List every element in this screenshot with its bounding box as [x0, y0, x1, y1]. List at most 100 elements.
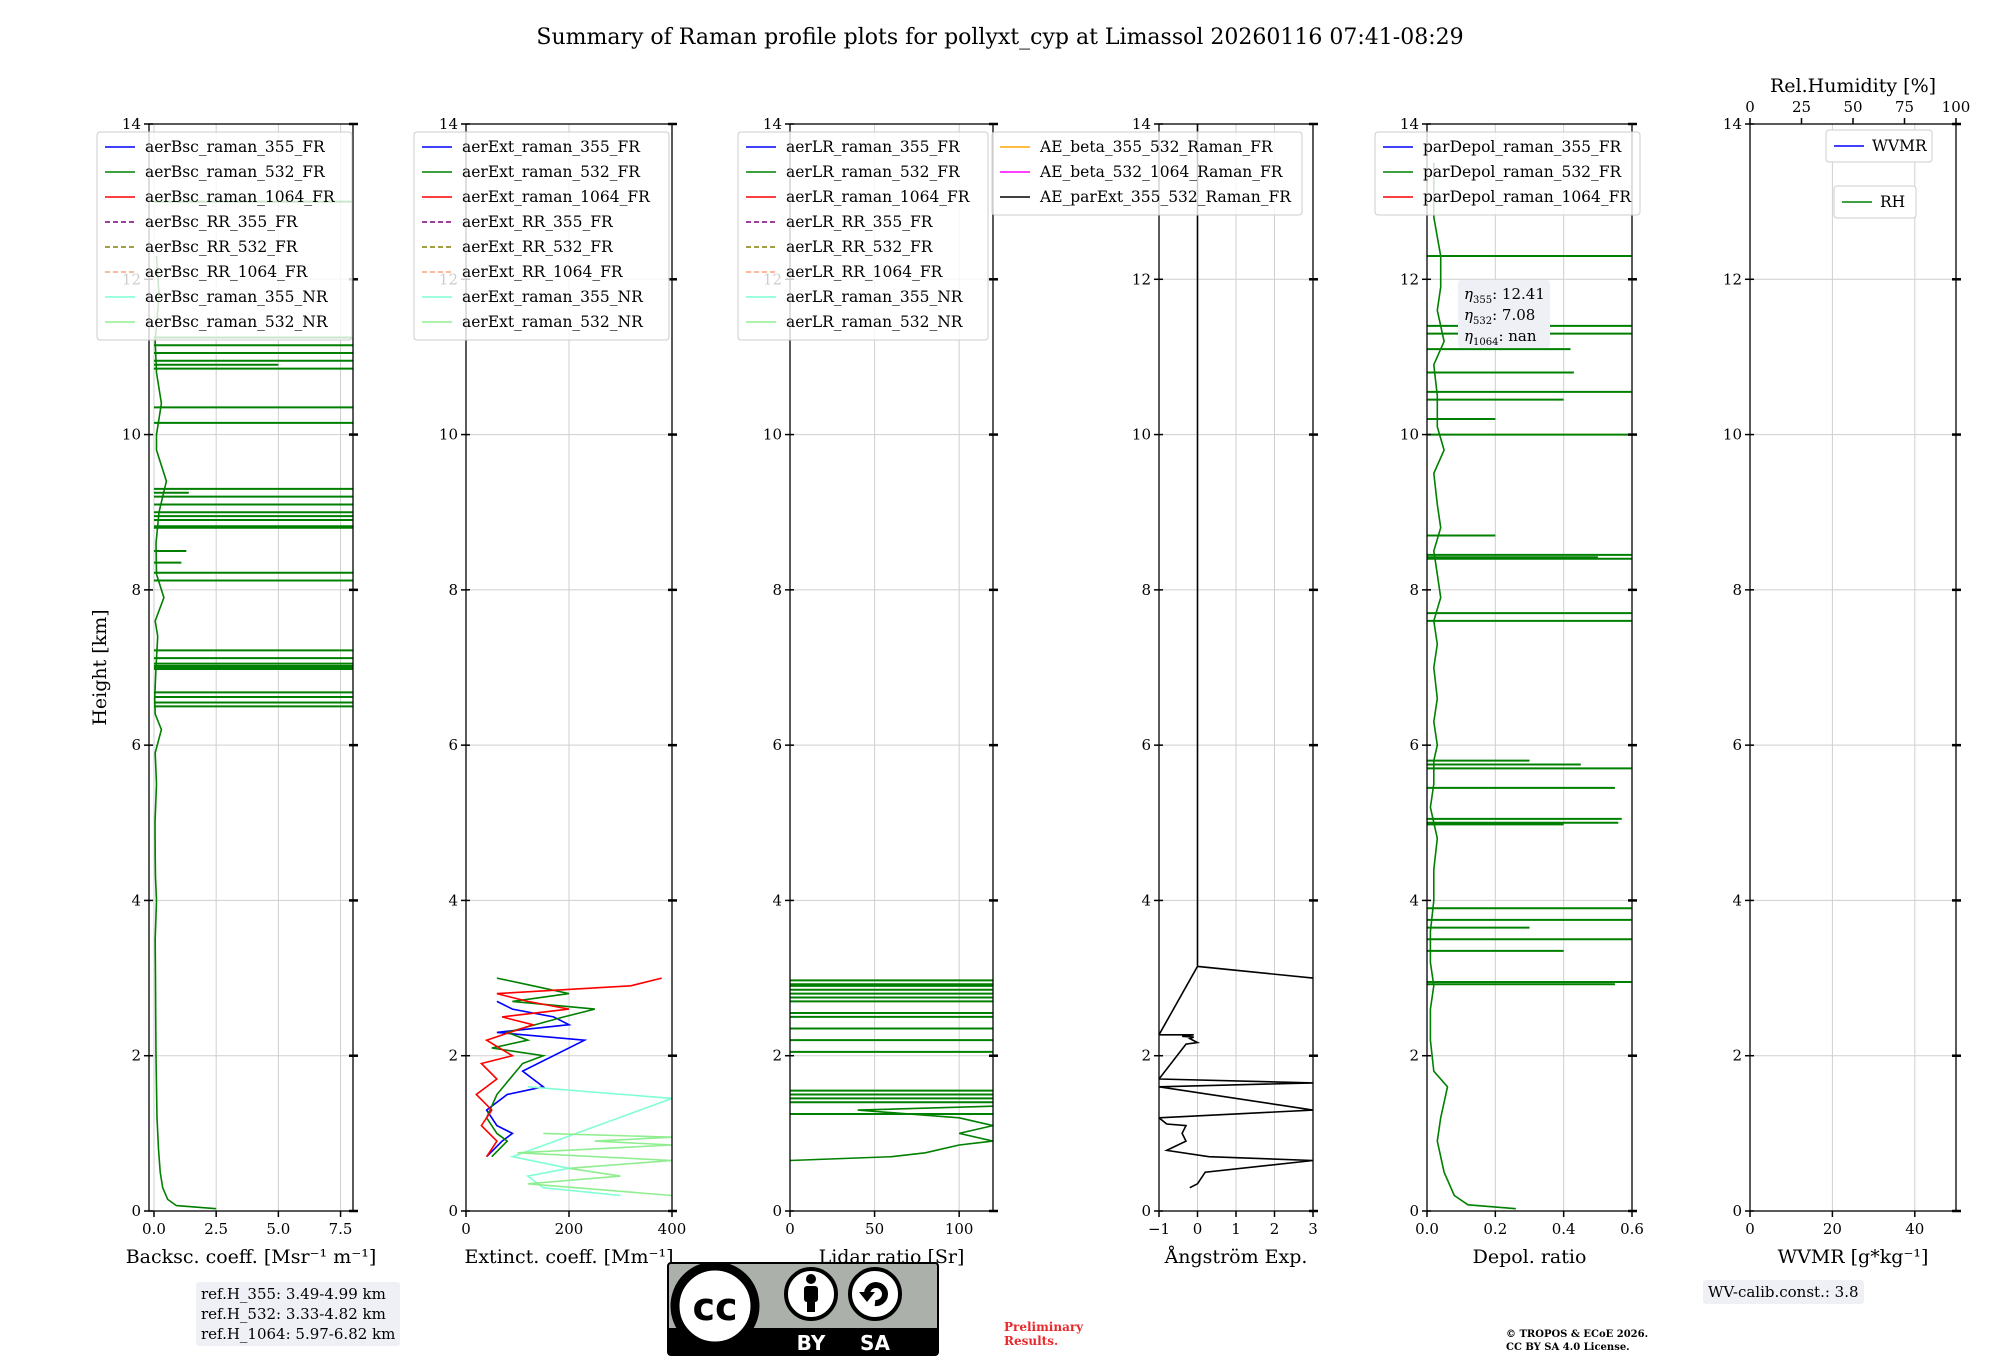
y-tick-label: 0: [1141, 1202, 1151, 1220]
legend-frame: [1374, 131, 1641, 216]
legend-label: aerLR_RR_355_FR: [786, 213, 934, 231]
legend-label: aerLR_RR_1064_FR: [786, 263, 944, 281]
top-x-tick-label: 25: [1792, 98, 1811, 116]
legend-label: aerLR_raman_355_FR: [786, 138, 961, 156]
y-tick-label: 6: [448, 736, 458, 754]
axes-frame: [148, 123, 354, 1212]
y-tick-label: 8: [448, 581, 458, 599]
series-line: [153, 255, 217, 1210]
x-axis-label: Ångström Exp.: [1164, 1246, 1308, 1268]
legend-label: aerBsc_raman_355_FR: [145, 138, 326, 156]
x-tick-label: 0.4: [1552, 1220, 1576, 1238]
legend-label: WVMR: [1872, 137, 1928, 155]
sa-label: SA: [860, 1331, 890, 1355]
y-tick-label: 8: [1732, 581, 1742, 599]
y-tick-label: 10: [1723, 426, 1742, 444]
top-x-axis-label: Rel.Humidity [%]: [1770, 75, 1936, 97]
y-tick-label: 2: [1141, 1047, 1151, 1065]
series-line: [475, 977, 662, 1158]
by-label: BY: [797, 1331, 826, 1355]
x-tick-label: 0: [1193, 1220, 1203, 1238]
copyright-note: © TROPOS & ECoE 2026. CC BY SA 4.0 Licen…: [1506, 1328, 1648, 1354]
preliminary-results-note: Preliminary Results.: [1004, 1320, 1083, 1348]
legend-label: aerLR_raman_532_FR: [786, 163, 961, 181]
x-axis-label: Backsc. coeff. [Msr⁻¹ m⁻¹]: [126, 1246, 377, 1268]
y-tick-label: 4: [772, 891, 782, 909]
legend-label: aerLR_raman_532_NR: [786, 313, 964, 331]
y-tick-label: 4: [1409, 891, 1419, 909]
x-tick-label: 20: [1823, 1220, 1842, 1238]
x-tick-label: 0.0: [142, 1220, 166, 1238]
y-tick-label: 2: [1409, 1047, 1419, 1065]
ref-height-532: ref.H_532: 3.33-4.82 km: [201, 1305, 386, 1323]
y-tick-label: 14: [122, 115, 141, 133]
legend-label: aerBsc_raman_532_FR: [145, 163, 326, 181]
y-tick-label: 10: [763, 426, 782, 444]
legend-label: aerExt_raman_355_FR: [462, 138, 641, 156]
legend-frame: [737, 131, 989, 341]
y-tick-label: 2: [1732, 1047, 1742, 1065]
y-tick-label: 6: [772, 736, 782, 754]
x-tick-label: 0.2: [1483, 1220, 1507, 1238]
x-tick-label: 0: [461, 1220, 471, 1238]
y-tick-label: 6: [1732, 736, 1742, 754]
y-tick-label: 12: [1400, 270, 1419, 288]
y-tick-label: 4: [1732, 891, 1742, 909]
x-tick-label: 3: [1308, 1220, 1318, 1238]
series-group: [790, 979, 993, 1162]
x-tick-label: 0: [785, 1220, 795, 1238]
y-tick-label: 6: [131, 736, 141, 754]
x-axis-label: Extinct. coeff. [Mm⁻¹]: [464, 1246, 673, 1268]
legend-label: aerExt_RR_1064_FR: [462, 263, 624, 281]
preliminary-line1: Preliminary: [1004, 1320, 1084, 1334]
legend-frame: [413, 131, 670, 341]
axes-frame: [1749, 123, 1957, 1212]
series-line: [485, 977, 595, 1158]
legend-frame: [991, 131, 1303, 216]
x-tick-label: 400: [658, 1220, 687, 1238]
legend-label: parDepol_raman_532_FR: [1423, 163, 1623, 181]
y-tick-label: 6: [1141, 736, 1151, 754]
legend-label: AE_beta_532_1064_Raman_FR: [1039, 163, 1284, 181]
ref-height-1064: ref.H_1064: 5.97-6.82 km: [201, 1325, 396, 1343]
y-tick-label: 2: [772, 1047, 782, 1065]
legend-rh: RH: [1833, 185, 1917, 219]
by-icon: [784, 1267, 838, 1321]
y-tick-label: 10: [122, 426, 141, 444]
y-tick-label: 14: [1723, 115, 1742, 133]
y-tick-label: 8: [1141, 581, 1151, 599]
sa-icon: [848, 1267, 902, 1321]
x-tick-label: −1: [1148, 1220, 1170, 1238]
legend-label: aerBsc_raman_1064_FR: [145, 188, 336, 206]
y-tick-label: 2: [131, 1047, 141, 1065]
legend-label: aerBsc_RR_1064_FR: [145, 263, 309, 281]
legend-label: parDepol_raman_355_FR: [1423, 138, 1623, 156]
x-tick-label: 2.5: [204, 1220, 228, 1238]
y-tick-label: 0: [1732, 1202, 1742, 1220]
legend-label: aerLR_raman_355_NR: [786, 288, 964, 306]
ref-height-355: ref.H_355: 3.49-4.99 km: [201, 1285, 386, 1303]
legend-label: parDepol_raman_1064_FR: [1423, 188, 1632, 206]
x-axis-label: Depol. ratio: [1473, 1246, 1587, 1268]
x-tick-label: 200: [555, 1220, 584, 1238]
panel-depolarization: 0 2 4 6 8 10 12 14 0.0 0.2 0.4 0.6 Depol. ratio parDe…: [1374, 115, 1644, 1268]
legend-wvmr: WVMR: [1825, 129, 1933, 163]
y-tick-label: 10: [1132, 426, 1151, 444]
axes-frame: [789, 123, 994, 1212]
cc-by-sa-badge: cc BY SA: [667, 1262, 939, 1356]
x-tick-label: 40: [1905, 1220, 1924, 1238]
copyright-line1: © TROPOS & ECoE 2026.: [1506, 1329, 1649, 1340]
series-line: [517, 1132, 672, 1197]
y-tick-label: 14: [1400, 115, 1419, 133]
legend: parDepol_raman_355_FR parDepol_raman_532_…: [1374, 131, 1641, 216]
legend-label: AE_beta_355_532_Raman_FR: [1039, 138, 1274, 156]
series-line: [1159, 124, 1313, 1189]
legend-label: aerLR_raman_1064_FR: [786, 188, 971, 206]
legend-frame: [96, 131, 353, 341]
x-tick-label: 100: [945, 1220, 974, 1238]
panel-extinction: 024681012140200400Extinct. coeff. [Mm⁻¹]…: [413, 115, 687, 1268]
